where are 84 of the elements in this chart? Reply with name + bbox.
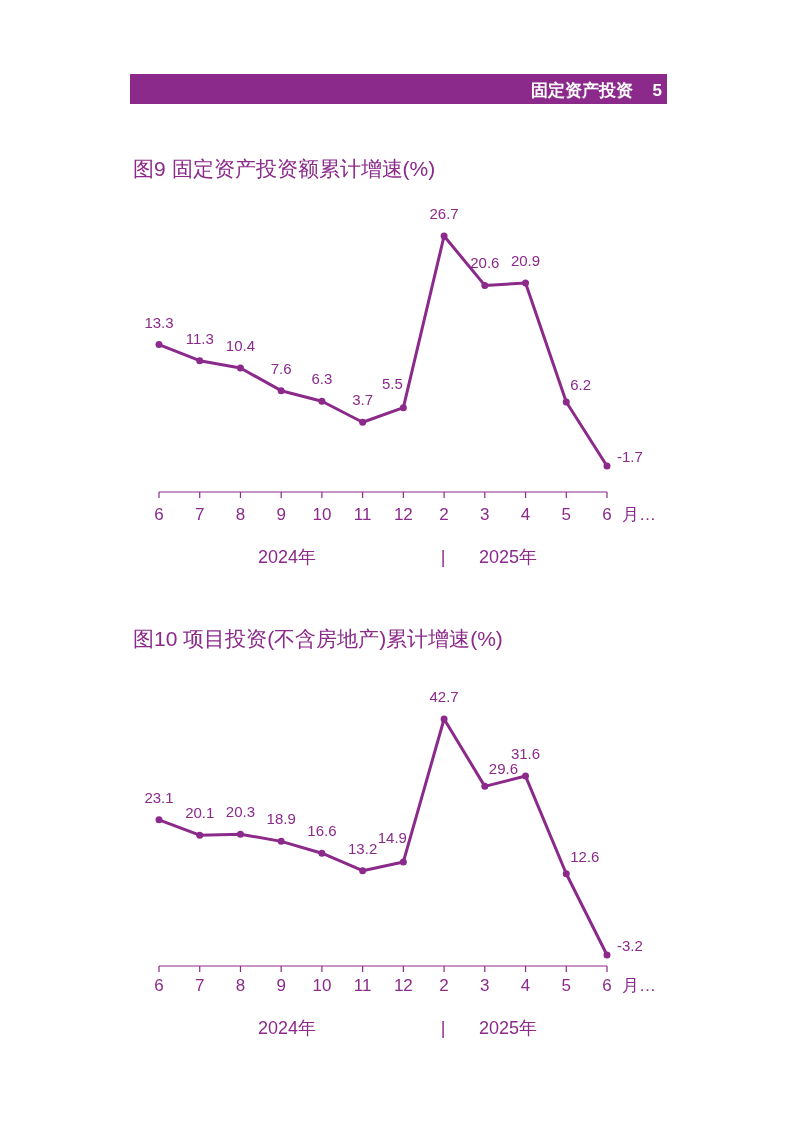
data-label: 20.1 (185, 804, 215, 822)
point (481, 782, 489, 790)
text: | (440, 547, 446, 567)
point (399, 858, 407, 866)
data-label: 29.6 (488, 760, 519, 778)
point (318, 397, 326, 405)
point (603, 462, 611, 470)
data-label: 20.9 (510, 251, 541, 269)
x-tick-label: 6 (602, 505, 612, 524)
data-label: -3.2 (617, 937, 643, 954)
point (155, 816, 163, 824)
point (562, 870, 570, 878)
chart-title: 图9 固定资产投资额累计增速(%) (133, 157, 436, 180)
x-tick-label: 5 (561, 505, 572, 524)
x-axis-title: 月… (622, 505, 656, 524)
text: 5 (652, 81, 662, 100)
point (440, 232, 448, 240)
x-tick-label: 8 (235, 976, 246, 995)
x-tick-label: 6 (602, 976, 612, 995)
data-label: 13.3 (144, 313, 174, 331)
point (318, 849, 326, 857)
data-label: 26.7 (429, 205, 459, 222)
point (481, 281, 489, 289)
data-label: -1.7 (617, 448, 643, 465)
text: 2024年 (257, 547, 317, 567)
data-label: 12.6 (570, 847, 600, 865)
data-label: 6.3 (311, 370, 333, 388)
data-label: 23.1 (144, 788, 174, 806)
point (603, 951, 611, 959)
point (359, 418, 367, 426)
data-label: 20.6 (470, 254, 500, 272)
text: 2024年 (257, 1018, 317, 1038)
x-tick-label: 11 (353, 505, 372, 524)
data-label: 11.3 (185, 329, 214, 347)
point (562, 398, 570, 406)
x-tick-label: 12 (393, 505, 413, 524)
x-tick-label: 7 (194, 976, 205, 995)
x-tick-label: 10 (312, 505, 332, 524)
text: 2025年 (478, 547, 538, 567)
x-tick-label: 2 (439, 505, 449, 524)
x-tick-label: 5 (561, 976, 572, 995)
data-label: 42.7 (429, 688, 459, 705)
point (236, 830, 244, 838)
point (522, 279, 530, 287)
x-tick-label: 6 (154, 976, 164, 995)
point (155, 341, 163, 349)
data-label: 3.7 (352, 391, 374, 409)
x-tick-label: 12 (393, 976, 413, 995)
data-label: 6.2 (570, 376, 592, 394)
x-tick-label: 6 (154, 505, 164, 524)
data-label: 7.6 (270, 359, 292, 377)
point (399, 404, 407, 412)
x-axis-title: 月… (622, 976, 656, 995)
x-tick-label: 10 (312, 976, 332, 995)
x-tick-label: 4 (520, 505, 531, 524)
point (236, 364, 244, 372)
data-label: 14.9 (377, 828, 407, 846)
point (277, 387, 285, 395)
chart-title: 图10 项目投资(不含房地产)累计增速(%) (133, 627, 503, 650)
x-tick-label: 8 (235, 505, 246, 524)
point (196, 831, 204, 839)
x-tick-label: 3 (480, 976, 490, 995)
x-tick-label: 7 (194, 505, 205, 524)
text: | (440, 1018, 446, 1038)
data-label: 13.2 (348, 839, 378, 857)
data-label: 5.5 (381, 374, 403, 392)
x-tick-label: 3 (480, 505, 490, 524)
data-label: 20.3 (225, 803, 256, 821)
data-label: 18.9 (266, 810, 296, 828)
point (359, 867, 367, 875)
point (196, 357, 204, 365)
x-tick-label: 9 (276, 976, 286, 995)
x-tick-label: 11 (353, 976, 372, 995)
data-label: 31.6 (510, 745, 541, 763)
text: 固定资产投资 (530, 81, 633, 100)
text: 2025年 (478, 1018, 538, 1038)
x-tick-label: 2 (439, 976, 449, 995)
data-label: 16.6 (307, 822, 337, 840)
point (440, 715, 448, 723)
data-label: 10.4 (225, 337, 256, 355)
point (277, 837, 285, 845)
x-tick-label: 9 (276, 505, 286, 524)
point (522, 772, 530, 780)
x-tick-label: 4 (520, 976, 531, 995)
